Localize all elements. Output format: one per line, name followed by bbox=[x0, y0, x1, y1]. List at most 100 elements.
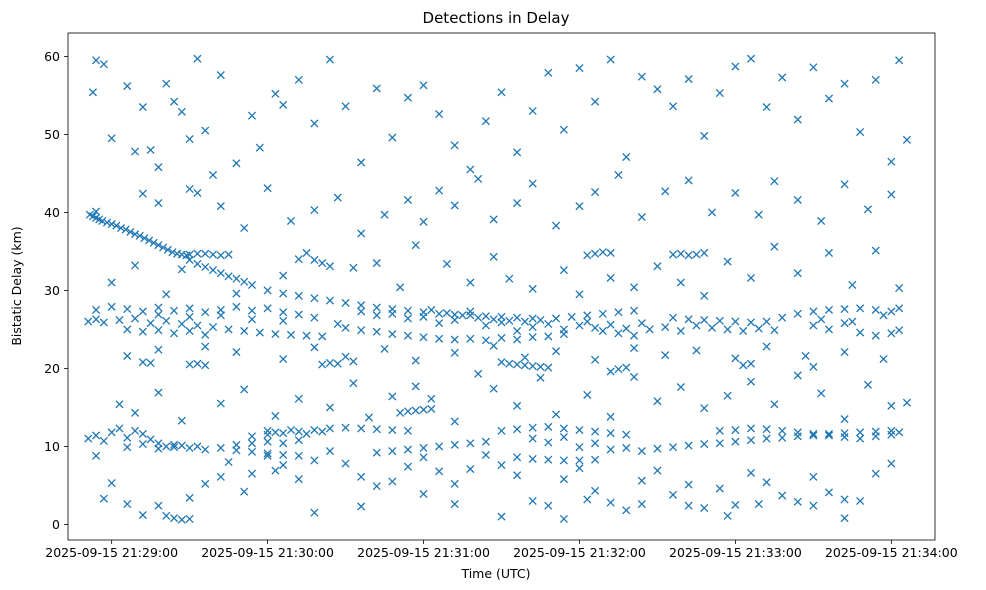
data-point bbox=[427, 305, 436, 314]
data-point bbox=[528, 179, 537, 188]
data-point bbox=[92, 207, 101, 216]
data-point bbox=[552, 314, 561, 323]
data-point bbox=[380, 344, 389, 353]
data-point bbox=[840, 514, 849, 523]
data-point bbox=[232, 302, 241, 311]
data-point bbox=[107, 278, 116, 287]
data-point bbox=[154, 241, 163, 250]
data-point bbox=[481, 336, 490, 345]
data-point bbox=[450, 335, 459, 344]
data-point bbox=[130, 314, 140, 323]
data-point bbox=[684, 74, 693, 84]
data-point bbox=[357, 158, 366, 167]
data-point bbox=[700, 404, 709, 413]
data-point bbox=[700, 291, 709, 300]
data-point bbox=[731, 188, 740, 197]
data-point bbox=[201, 342, 210, 351]
data-point bbox=[193, 442, 202, 451]
data-point bbox=[637, 72, 646, 81]
data-point bbox=[528, 454, 537, 463]
data-point bbox=[809, 63, 818, 72]
data-point bbox=[216, 399, 225, 408]
data-point bbox=[372, 425, 381, 434]
data-point bbox=[583, 251, 592, 260]
data-point bbox=[372, 327, 381, 336]
data-point bbox=[887, 459, 896, 468]
data-point bbox=[715, 439, 724, 448]
data-point bbox=[598, 248, 607, 257]
data-point bbox=[731, 317, 740, 326]
data-point bbox=[513, 313, 522, 322]
data-point bbox=[154, 310, 163, 319]
data-point bbox=[435, 467, 444, 476]
data-point bbox=[536, 315, 545, 325]
data-point bbox=[193, 259, 202, 268]
data-point bbox=[224, 250, 233, 259]
data-point bbox=[193, 321, 202, 330]
data-point bbox=[684, 251, 693, 260]
x-tick-label: 2025-09-15 21:33:00 bbox=[669, 545, 802, 560]
data-point bbox=[474, 174, 483, 183]
data-point bbox=[848, 280, 857, 289]
data-point bbox=[668, 443, 678, 452]
data-point bbox=[793, 497, 802, 506]
data-point bbox=[606, 445, 615, 454]
data-point bbox=[746, 468, 756, 477]
data-point bbox=[840, 429, 849, 438]
data-point bbox=[208, 170, 218, 180]
data-point bbox=[606, 429, 615, 438]
data-point bbox=[442, 259, 451, 268]
data-point bbox=[559, 125, 568, 134]
data-point bbox=[403, 407, 412, 416]
data-point bbox=[341, 352, 350, 361]
data-point bbox=[622, 506, 631, 515]
data-point bbox=[497, 88, 506, 97]
data-point bbox=[856, 434, 865, 443]
data-point bbox=[544, 422, 553, 431]
data-point bbox=[294, 75, 303, 84]
data-point bbox=[598, 326, 607, 336]
data-point bbox=[731, 425, 740, 435]
data-point bbox=[169, 97, 179, 106]
data-point bbox=[92, 305, 101, 314]
data-point bbox=[263, 430, 272, 439]
data-point bbox=[762, 478, 771, 487]
data-point bbox=[201, 249, 210, 258]
data-point bbox=[856, 128, 865, 137]
data-point bbox=[99, 60, 108, 69]
data-point bbox=[162, 79, 171, 88]
data-point bbox=[98, 216, 107, 226]
data-point bbox=[138, 429, 147, 438]
data-point bbox=[201, 308, 210, 317]
data-point bbox=[668, 250, 678, 259]
data-point bbox=[138, 327, 147, 336]
data-point bbox=[879, 354, 888, 364]
data-point bbox=[887, 157, 896, 166]
data-point bbox=[559, 432, 568, 442]
data-point bbox=[135, 231, 144, 240]
data-point bbox=[520, 317, 529, 326]
data-point bbox=[840, 432, 849, 442]
data-point bbox=[102, 218, 112, 227]
data-point bbox=[583, 317, 592, 326]
data-point bbox=[637, 319, 646, 328]
data-point bbox=[154, 345, 163, 354]
data-point bbox=[169, 306, 179, 315]
data-point bbox=[333, 359, 342, 368]
y-tick-label: 40 bbox=[44, 205, 60, 220]
data-point bbox=[279, 450, 288, 460]
data-point bbox=[112, 221, 121, 230]
data-point bbox=[427, 404, 436, 414]
data-point bbox=[169, 514, 179, 523]
data-point bbox=[824, 305, 834, 314]
data-point bbox=[357, 301, 366, 310]
data-point bbox=[116, 223, 126, 233]
data-point bbox=[403, 426, 412, 435]
data-point bbox=[895, 304, 904, 313]
data-point bbox=[746, 318, 756, 327]
data-point bbox=[583, 390, 592, 399]
data-point bbox=[840, 415, 849, 424]
data-point bbox=[575, 202, 584, 211]
data-point bbox=[707, 208, 717, 217]
